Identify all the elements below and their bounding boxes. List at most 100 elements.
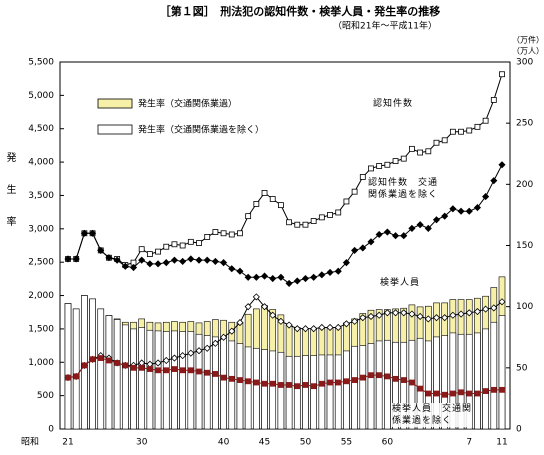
bar	[72, 308, 80, 430]
marker	[245, 213, 252, 220]
marker	[490, 97, 497, 103]
marker	[196, 368, 202, 375]
bar	[130, 328, 137, 430]
marker	[171, 366, 178, 372]
marker	[499, 71, 505, 78]
y-tick-label: 3,500	[28, 191, 54, 201]
marker	[260, 272, 269, 280]
marker	[236, 267, 244, 275]
marker	[367, 312, 375, 321]
chart-title: ［第１図］ 刑法犯の認知件数・検挙人員・発生率の推移	[160, 4, 441, 18]
marker	[252, 293, 260, 301]
marker	[114, 360, 121, 366]
y-tick-label: 2,000	[28, 291, 54, 301]
bar	[498, 315, 506, 430]
marker	[105, 254, 113, 262]
marker	[351, 377, 358, 383]
x-tick-label: 55	[341, 438, 352, 448]
x-era-label: 昭和	[21, 437, 39, 448]
bar	[367, 343, 375, 430]
marker	[301, 325, 310, 333]
marker	[106, 357, 112, 364]
x-tick-label: 50	[300, 438, 312, 448]
marker	[294, 221, 301, 228]
marker	[195, 256, 203, 264]
marker	[310, 273, 318, 281]
series-label: 検挙人員	[380, 277, 421, 289]
marker	[302, 221, 309, 228]
marker	[301, 274, 310, 283]
marker	[220, 259, 228, 267]
bar	[310, 355, 317, 430]
marker	[269, 274, 277, 283]
marker	[228, 265, 236, 273]
marker	[424, 315, 432, 323]
marker	[252, 273, 260, 281]
marker	[326, 268, 334, 276]
marker	[244, 303, 252, 311]
marker	[318, 271, 326, 279]
marker	[383, 228, 391, 236]
marker	[499, 386, 505, 393]
series-label: 検挙人員 交通関係業過を除く	[392, 403, 473, 427]
bar	[212, 336, 219, 430]
bar	[326, 354, 334, 430]
y2-axis-label: （万人）	[512, 47, 544, 56]
y-tick-label: 500	[37, 391, 54, 401]
marker	[376, 163, 383, 169]
y-tick-label: 5,000	[28, 91, 54, 101]
marker	[278, 382, 284, 388]
marker	[179, 367, 186, 374]
bar	[244, 346, 252, 430]
marker	[458, 128, 464, 135]
bar	[138, 327, 145, 430]
marker	[97, 246, 105, 254]
marker	[261, 189, 268, 196]
bar	[285, 355, 293, 430]
bar	[187, 331, 195, 430]
series-label: 認知件数 交通関係業過を除く	[368, 177, 440, 201]
marker	[473, 204, 481, 212]
marker	[416, 221, 424, 229]
marker	[498, 298, 506, 306]
marker	[359, 374, 366, 381]
marker	[277, 317, 285, 325]
y2-axis-label: （万件）	[512, 35, 544, 45]
marker	[179, 352, 187, 360]
marker	[417, 385, 424, 392]
marker	[391, 232, 400, 240]
marker	[490, 304, 498, 312]
marker	[375, 311, 383, 319]
x-tick-label: 11	[496, 438, 507, 448]
marker	[351, 246, 359, 254]
y-tick-label: 4,500	[28, 124, 54, 134]
bar	[384, 339, 391, 430]
marker	[293, 325, 301, 333]
marker	[449, 311, 457, 319]
bar	[179, 331, 186, 430]
marker	[121, 262, 129, 270]
series-label: 認知件数	[373, 98, 414, 110]
marker	[400, 377, 407, 383]
marker	[376, 372, 383, 379]
bar	[228, 340, 236, 430]
marker	[228, 375, 235, 382]
marker	[359, 314, 367, 322]
marker	[73, 373, 80, 380]
marker	[269, 380, 276, 387]
marker	[359, 244, 367, 252]
bar	[269, 350, 277, 430]
marker	[334, 267, 342, 275]
bar	[441, 335, 448, 430]
marker	[228, 231, 235, 238]
marker	[211, 339, 219, 347]
marker	[138, 364, 145, 371]
marker	[417, 149, 424, 156]
marker	[465, 207, 473, 215]
marker	[490, 386, 497, 393]
marker	[400, 309, 408, 317]
marker	[97, 355, 104, 361]
marker	[253, 201, 260, 207]
marker	[154, 359, 162, 367]
bar	[89, 298, 96, 430]
